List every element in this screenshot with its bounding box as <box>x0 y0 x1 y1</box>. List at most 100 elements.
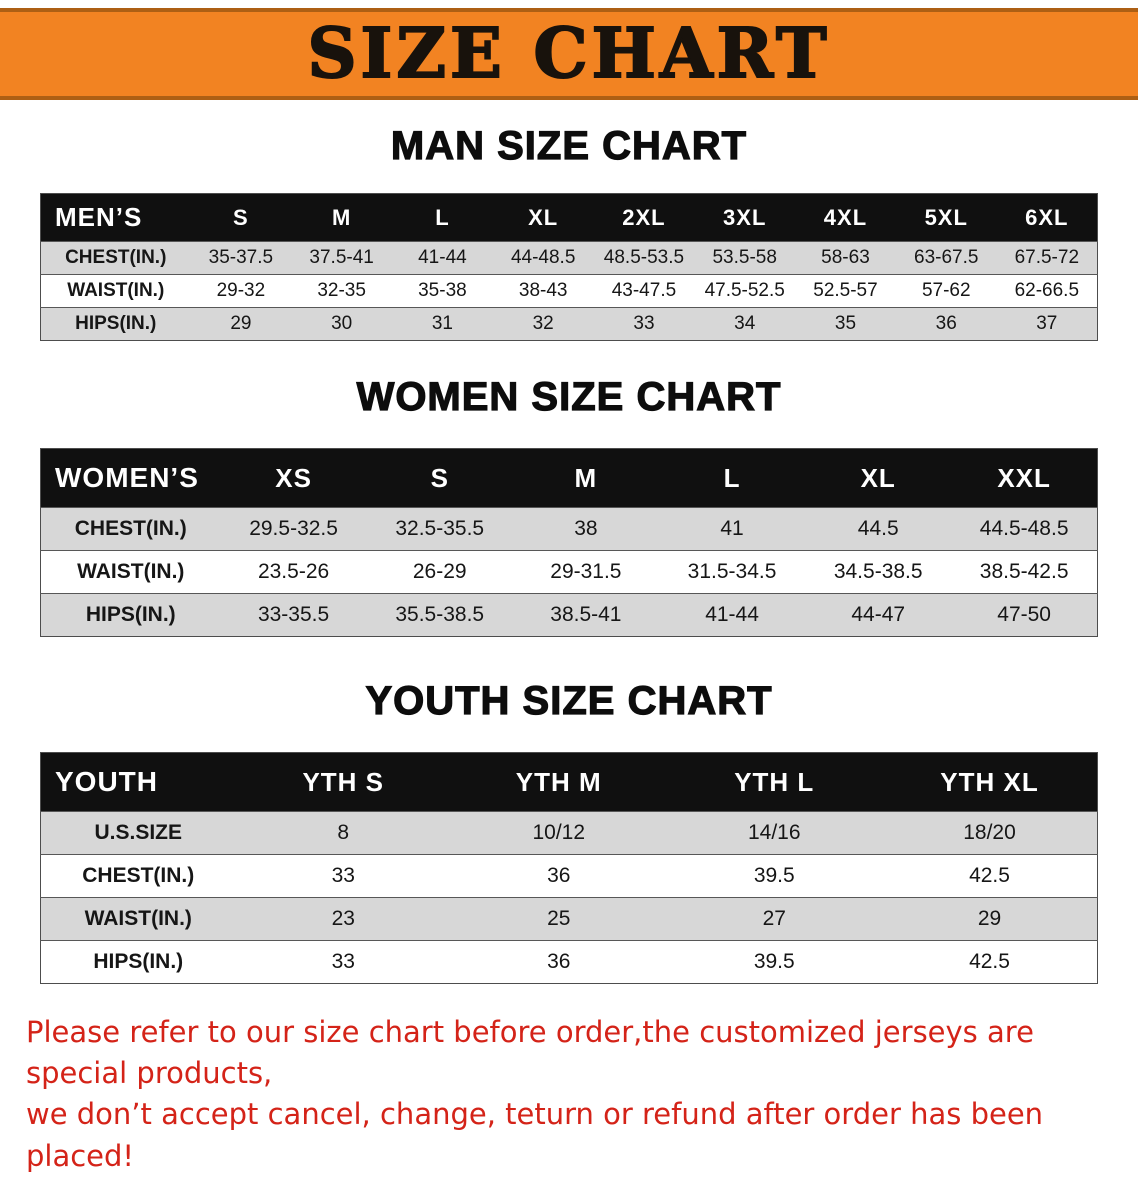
value-cell: 29 <box>230 313 252 334</box>
value-cell: 38 <box>574 517 598 540</box>
row-label-cell: WAIST(IN.) <box>67 280 165 301</box>
value-cell: 35-37.5 <box>208 247 274 268</box>
value-cell: 42.5 <box>969 950 1010 973</box>
size-chart-banner: SIZE CHART <box>0 8 1138 100</box>
value-cell: 31.5-34.5 <box>687 560 777 583</box>
size-header-cell: M <box>512 448 659 508</box>
table-title-cell: MEN’S <box>40 193 191 242</box>
row-label-cell: CHEST(IN.) <box>74 517 187 540</box>
value-cell: 29-31.5 <box>550 560 622 583</box>
disclaimer-line-2: we don’t accept cancel, change, teturn o… <box>26 1097 1044 1173</box>
value-cell: 32-35 <box>317 280 366 301</box>
size-header-cell: 3XL <box>694 193 796 242</box>
value-cell: 26-29 <box>412 560 467 583</box>
disclaimer-line-1: Please refer to our size chart before or… <box>26 1015 1034 1091</box>
value-cell: 32.5-35.5 <box>395 517 485 540</box>
value-cell: 63-67.5 <box>914 247 979 268</box>
value-cell: 44-48.5 <box>510 247 576 268</box>
table-row: CHEST(IN.) 29.5-32.5 32.5-35.5 38 41 44.5 44.5… <box>40 507 1098 551</box>
size-header-cell: S <box>366 448 513 508</box>
youth-chart-heading: YOUTH SIZE CHART <box>365 678 773 723</box>
value-cell: 29-32 <box>216 280 266 301</box>
value-cell: 33 <box>331 950 355 973</box>
value-cell: 41 <box>720 517 744 540</box>
value-cell: 33 <box>633 313 655 334</box>
row-label-cell: WAIST(IN.) <box>84 907 192 930</box>
men-size-section: MAN SIZE CHART MEN’S S M L XL 2XL 3XL 4XL 5XL 6XL… <box>0 123 1138 341</box>
value-cell: 34.5-38.5 <box>833 560 923 583</box>
value-cell: 10/12 <box>532 821 586 844</box>
value-cell: 35-38 <box>418 280 467 301</box>
value-cell: 38.5-42.5 <box>979 560 1069 583</box>
women-size-table: WOMEN’S XS S M L XL XXL CHEST(IN.) 29.5-32.5 32.5… <box>40 448 1098 637</box>
table-header-row: MEN’S S M L XL 2XL 3XL 4XL 5XL 6XL <box>40 193 1098 242</box>
value-cell: 32 <box>532 313 554 334</box>
table-title-cell: WOMEN’S <box>40 448 221 508</box>
value-cell: 53.5-58 <box>712 247 777 268</box>
value-cell: 33-35.5 <box>257 603 330 626</box>
value-cell: 57-62 <box>921 280 971 301</box>
size-header-cell: XS <box>220 448 367 508</box>
value-cell: 8 <box>337 821 350 844</box>
youth-size-section: YOUTH SIZE CHART YOUTH YTH S YTH M YTH L YTH… <box>0 678 1138 984</box>
table-row: WAIST(IN.) 23.5-26 26-29 29-31.5 31.5-34.5 34… <box>40 550 1098 594</box>
value-cell: 44.5 <box>857 517 899 540</box>
table-row: WAIST(IN.) 23 25 27 29 <box>40 897 1098 941</box>
value-cell: 47-50 <box>997 603 1051 626</box>
size-header-cell: XXL <box>951 448 1098 508</box>
women-chart-heading: WOMEN SIZE CHART <box>356 374 782 419</box>
size-header-cell: YTH S <box>235 752 451 812</box>
value-cell: 36 <box>547 864 571 887</box>
table-row: CHEST(IN.) 35-37.5 37.5-41 41-44 44-48.5 48.5… <box>40 241 1098 275</box>
size-header-cell: 2XL <box>593 193 695 242</box>
value-cell: 37.5-41 <box>309 247 374 268</box>
table-row: HIPS(IN.) 33-35.5 35.5-38.5 38.5-41 41-44 44-… <box>40 593 1098 637</box>
value-cell: 62-66.5 <box>1014 280 1080 301</box>
value-cell: 31 <box>431 313 453 334</box>
value-cell: 35.5-38.5 <box>395 603 485 626</box>
value-cell: 38-43 <box>518 280 568 301</box>
row-label-cell: CHEST(IN.) <box>65 247 167 268</box>
value-cell: 25 <box>547 907 571 930</box>
table-row: U.S.SIZE 8 10/12 14/16 18/20 <box>40 811 1098 855</box>
size-header-cell: YTH XL <box>882 752 1098 812</box>
row-label-cell: HIPS(IN.) <box>85 603 176 626</box>
value-cell: 36 <box>547 950 571 973</box>
size-header-cell: XL <box>805 448 952 508</box>
men-size-table: MEN’S S M L XL 2XL 3XL 4XL 5XL 6XL CHEST(IN.) 35-37… <box>40 193 1098 341</box>
value-cell: 41-44 <box>418 247 467 268</box>
table-row: CHEST(IN.) 33 36 39.5 42.5 <box>40 854 1098 898</box>
value-cell: 23 <box>331 907 355 930</box>
row-label-cell: U.S.SIZE <box>94 821 183 844</box>
value-cell: 36 <box>935 313 957 334</box>
value-cell: 23.5-26 <box>257 560 330 583</box>
size-header-cell: YTH L <box>666 752 882 812</box>
row-label-cell: CHEST(IN.) <box>82 864 195 887</box>
value-cell: 33 <box>331 864 355 887</box>
value-cell: 34 <box>734 313 756 334</box>
table-header-row: YOUTH YTH S YTH M YTH L YTH XL <box>40 752 1098 812</box>
table-header-row: WOMEN’S XS S M L XL XXL <box>40 448 1098 508</box>
table-row: HIPS(IN.) 29 30 31 32 33 34 35 36 37 <box>40 307 1098 341</box>
value-cell: 44.5-48.5 <box>979 517 1069 540</box>
size-header-cell: M <box>291 193 393 242</box>
value-cell: 38.5-41 <box>550 603 622 626</box>
size-header-cell: 5XL <box>895 193 997 242</box>
value-cell: 67.5-72 <box>1014 247 1080 268</box>
value-cell: 39.5 <box>753 950 795 973</box>
table-title-cell: YOUTH <box>40 752 236 812</box>
size-header-cell: L <box>392 193 493 242</box>
banner-title: SIZE CHART <box>306 14 831 94</box>
size-header-cell: 4XL <box>795 193 896 242</box>
value-cell: 35 <box>834 313 857 334</box>
value-cell: 42.5 <box>969 864 1010 887</box>
size-header-cell: 6XL <box>996 193 1098 242</box>
value-cell: 30 <box>331 313 353 334</box>
disclaimer-note: Please refer to our size chart before or… <box>0 1012 1138 1177</box>
value-cell: 48.5-53.5 <box>603 247 685 268</box>
size-header-cell: S <box>190 193 292 242</box>
size-header-cell: YTH M <box>451 752 667 812</box>
women-size-section: WOMEN SIZE CHART WOMEN’S XS S M L XL XXL CHEST(… <box>0 374 1138 637</box>
table-row: WAIST(IN.) 29-32 32-35 35-38 38-43 43-47.5 47.… <box>40 274 1098 308</box>
value-cell: 58-63 <box>821 247 870 268</box>
